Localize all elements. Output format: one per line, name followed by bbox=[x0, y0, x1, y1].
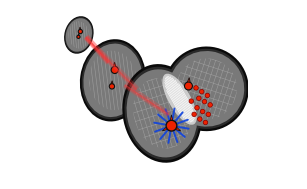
Ellipse shape bbox=[65, 17, 93, 53]
Ellipse shape bbox=[122, 64, 202, 163]
Polygon shape bbox=[110, 81, 114, 86]
Circle shape bbox=[166, 120, 177, 131]
Circle shape bbox=[109, 84, 115, 89]
Ellipse shape bbox=[82, 41, 144, 119]
Polygon shape bbox=[169, 115, 174, 126]
Circle shape bbox=[196, 96, 201, 101]
Polygon shape bbox=[186, 77, 191, 86]
Ellipse shape bbox=[124, 67, 200, 160]
Circle shape bbox=[202, 99, 207, 104]
Polygon shape bbox=[162, 123, 173, 131]
Ellipse shape bbox=[66, 18, 92, 52]
Ellipse shape bbox=[164, 46, 249, 131]
Polygon shape bbox=[77, 33, 80, 37]
Circle shape bbox=[189, 99, 194, 103]
Circle shape bbox=[206, 112, 211, 117]
Circle shape bbox=[197, 117, 202, 121]
Ellipse shape bbox=[80, 39, 146, 122]
Circle shape bbox=[205, 93, 210, 98]
Circle shape bbox=[208, 103, 212, 107]
Circle shape bbox=[200, 109, 205, 114]
Ellipse shape bbox=[84, 44, 142, 117]
Circle shape bbox=[111, 66, 118, 74]
Ellipse shape bbox=[64, 16, 94, 54]
Ellipse shape bbox=[169, 51, 244, 127]
Circle shape bbox=[200, 89, 204, 94]
Circle shape bbox=[203, 120, 208, 125]
Circle shape bbox=[77, 35, 80, 38]
Circle shape bbox=[195, 105, 199, 110]
Circle shape bbox=[78, 29, 83, 34]
Polygon shape bbox=[112, 62, 117, 70]
Circle shape bbox=[185, 82, 192, 90]
Polygon shape bbox=[79, 27, 82, 32]
Polygon shape bbox=[170, 123, 181, 131]
Ellipse shape bbox=[166, 49, 247, 129]
Circle shape bbox=[194, 86, 198, 90]
Ellipse shape bbox=[126, 69, 197, 157]
Circle shape bbox=[192, 112, 196, 117]
Ellipse shape bbox=[162, 74, 197, 125]
